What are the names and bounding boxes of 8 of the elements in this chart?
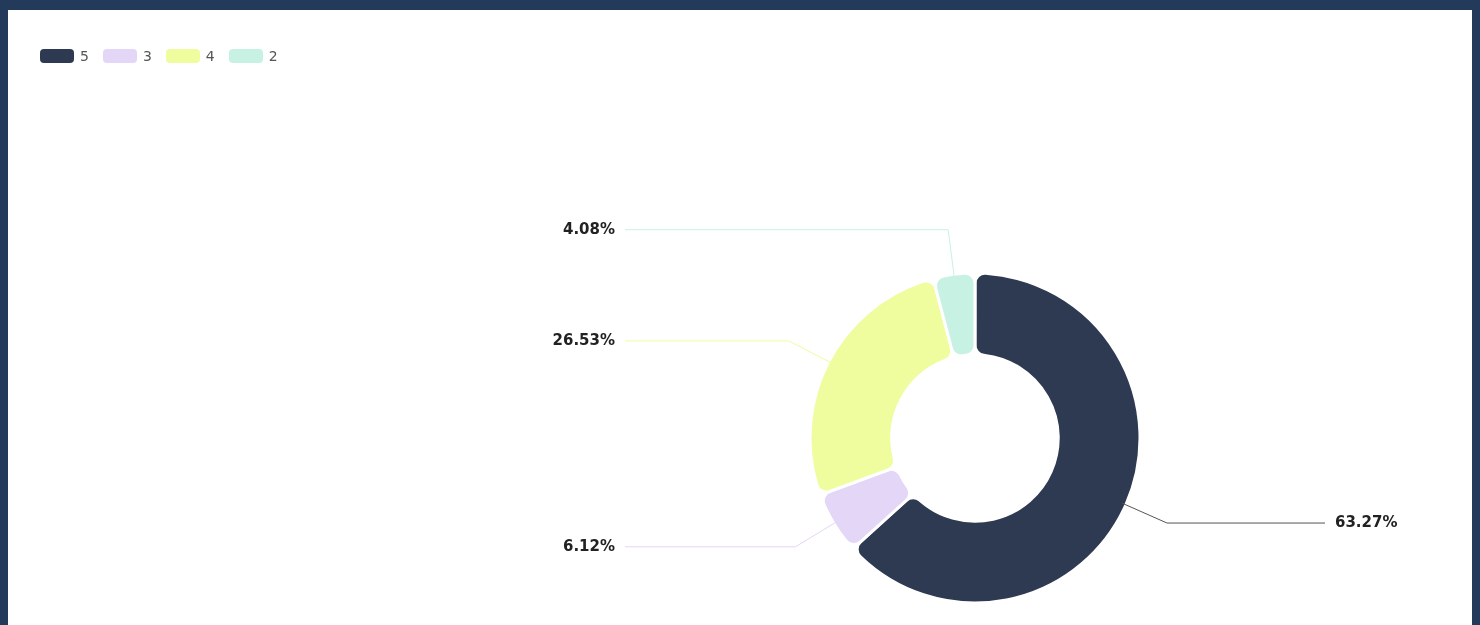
legend-label: 5 <box>80 48 89 64</box>
data-label: 4.08% <box>562 219 615 238</box>
legend-label: 3 <box>142 48 152 64</box>
legend-label: 4 <box>205 48 215 64</box>
data-label: 6.12% <box>562 536 615 555</box>
legend-label: 2 <box>268 48 278 64</box>
data-label: 26.53% <box>552 330 615 349</box>
data-label: 63.27% <box>1335 512 1398 531</box>
